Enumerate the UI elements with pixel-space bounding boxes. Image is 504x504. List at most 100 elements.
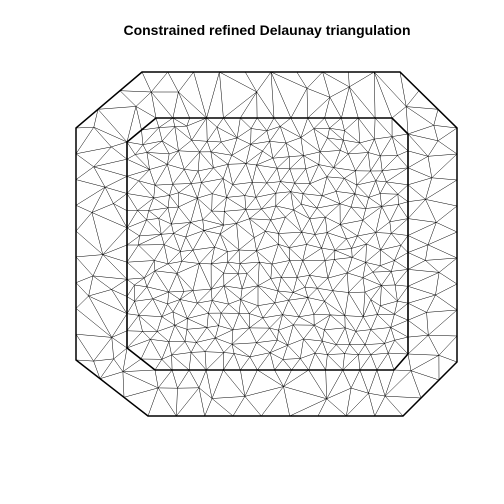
mesh-edge (142, 144, 148, 153)
mesh-edge (223, 91, 257, 119)
mesh-edge (438, 335, 458, 356)
mesh-edge (75, 359, 94, 362)
mesh-edge (188, 352, 192, 371)
mesh-edge (197, 198, 203, 220)
mesh-edge (313, 301, 325, 315)
mesh-edge (306, 244, 322, 249)
mesh-edge (176, 387, 200, 417)
mesh-edge (435, 283, 458, 296)
mesh-edge (327, 354, 343, 371)
mesh-edge (171, 352, 192, 356)
mesh-edge (75, 212, 93, 232)
mesh-edge (276, 168, 281, 182)
mesh-edge (322, 329, 325, 342)
mesh-edge (288, 156, 291, 169)
mesh-edge (269, 126, 281, 142)
mesh-edge (342, 130, 345, 141)
mesh-edge (329, 128, 344, 141)
mesh-edge (309, 176, 327, 185)
mesh-edge (407, 222, 437, 236)
mesh-edge (287, 324, 294, 346)
mesh-edge (390, 319, 409, 328)
mesh-edge (227, 164, 233, 185)
mesh-edge (210, 289, 213, 301)
mesh-edge (93, 109, 99, 128)
mesh-edge (407, 252, 426, 261)
mesh-edge (326, 232, 336, 251)
mesh-edge (327, 344, 337, 355)
mesh-edge (75, 179, 106, 188)
mesh-edge (407, 312, 427, 321)
mesh-edge (126, 227, 140, 237)
mesh-edge (397, 184, 409, 195)
mesh-edge (141, 129, 144, 145)
mesh-edge (169, 184, 173, 196)
mesh-edge (394, 245, 402, 261)
mesh-edge (344, 178, 356, 194)
mesh-edge (427, 153, 458, 157)
mesh-edge (153, 197, 169, 209)
mesh-edge (249, 218, 266, 232)
mesh-edge (211, 272, 224, 290)
mesh-edge (280, 117, 292, 127)
mesh-edge (397, 194, 399, 205)
mesh-edge (327, 278, 333, 291)
mesh-edge (348, 277, 364, 293)
mesh-edge (373, 71, 393, 119)
mesh-edge (167, 206, 179, 209)
mesh-edge (428, 334, 458, 337)
mesh-edge (232, 327, 250, 331)
mesh-edge (437, 140, 458, 155)
mesh-edge (158, 127, 163, 142)
mesh-edge (309, 260, 326, 276)
mesh-edge (197, 170, 202, 183)
mesh-edge (161, 341, 170, 360)
mesh-edge (356, 180, 376, 186)
mesh-edge (281, 277, 294, 293)
mesh-edge (223, 353, 235, 371)
mesh-edge (330, 314, 346, 328)
mesh-edge (341, 117, 345, 131)
mesh-edge (303, 325, 315, 340)
mesh-edge (75, 282, 89, 297)
mesh-edge (334, 250, 353, 258)
mesh-edge (211, 396, 245, 399)
mesh-edge (221, 137, 238, 143)
mesh-edge (349, 86, 376, 119)
mesh-edge (126, 154, 136, 160)
mesh-edge (111, 337, 114, 359)
mesh-edge (205, 369, 213, 399)
mesh-edge (197, 193, 213, 199)
mesh-edge (135, 106, 142, 131)
mesh-edge (206, 352, 224, 371)
mesh-edge (158, 218, 162, 235)
mesh-edge (270, 205, 277, 221)
mesh-edge (218, 325, 233, 331)
mesh-edge (368, 193, 381, 198)
mesh-edge (93, 158, 128, 168)
mesh-edge (283, 386, 290, 417)
mesh-edge (327, 353, 345, 355)
mesh-edge (211, 300, 222, 314)
mesh-edge (376, 352, 389, 371)
mesh-edge (274, 299, 289, 304)
mesh-edge (341, 86, 350, 119)
mesh-edge (203, 230, 215, 248)
mesh-edge (180, 299, 198, 304)
mesh-edge (368, 369, 378, 394)
mesh-edge (394, 269, 409, 286)
mesh-edge (308, 369, 327, 399)
mesh-edge (277, 167, 290, 170)
mesh-edge (126, 180, 139, 194)
mesh-edge (134, 284, 147, 288)
mesh-edge (370, 327, 391, 330)
mesh-edge (288, 297, 308, 301)
mesh-edge (154, 359, 163, 371)
mesh-edge (406, 106, 439, 110)
mesh-edge (216, 127, 222, 143)
mesh-edge (75, 166, 94, 180)
mesh-edge (387, 353, 395, 371)
mesh-edge (269, 339, 278, 353)
mesh-edge (161, 233, 174, 235)
mesh-edge (231, 327, 250, 345)
